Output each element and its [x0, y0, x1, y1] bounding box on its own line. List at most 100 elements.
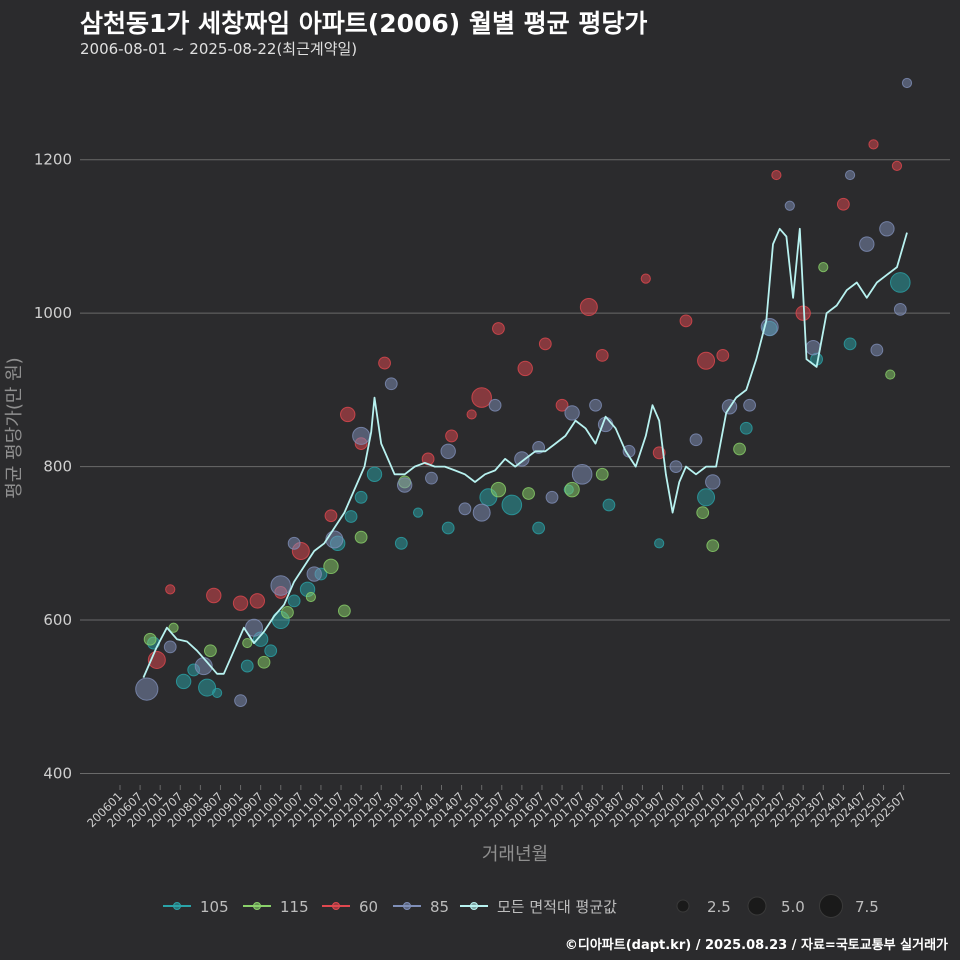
legend-marker: [403, 902, 411, 910]
data-point: [249, 593, 266, 609]
data-point: [466, 409, 477, 420]
size-legend-marker: [819, 894, 843, 918]
data-point: [696, 506, 710, 520]
data-point: [212, 687, 223, 699]
data-point: [859, 236, 875, 252]
data-point: [555, 398, 569, 412]
data-point: [344, 510, 358, 523]
data-point: [893, 302, 907, 316]
data-point: [870, 343, 884, 357]
data-point: [564, 405, 580, 421]
y-tick-label: 600: [43, 611, 72, 629]
legend-label: 85: [430, 898, 449, 916]
data-point: [472, 503, 491, 522]
data-point: [305, 591, 316, 603]
data-point: [306, 566, 322, 582]
data-point: [324, 509, 338, 523]
data-point: [843, 337, 857, 351]
data-point: [354, 490, 368, 504]
legend-marker: [332, 902, 340, 910]
data-point: [340, 406, 356, 423]
data-point: [354, 530, 368, 544]
data-point: [697, 488, 716, 507]
data-point: [234, 694, 247, 708]
legend-marker: [253, 902, 261, 910]
data-point: [264, 644, 278, 658]
data-point: [352, 426, 371, 445]
data-point: [705, 474, 721, 490]
chart-subtitle: 2006-08-01 ~ 2025-08-22(최근계약일): [80, 40, 358, 58]
legend-marker: [470, 902, 478, 910]
data-point: [143, 632, 157, 646]
data-point: [844, 169, 856, 181]
legend-label: 모든 면적대 평균값: [497, 898, 617, 916]
size-legend-marker: [747, 896, 767, 916]
legend-label: 105: [200, 898, 229, 916]
data-point: [805, 339, 821, 356]
data-point: [165, 584, 176, 595]
data-point: [522, 487, 535, 500]
data-point: [242, 637, 253, 649]
data-point: [412, 507, 424, 518]
size-legend-marker: [676, 899, 690, 913]
data-point: [492, 322, 505, 335]
data-point: [818, 262, 829, 273]
data-point: [378, 356, 391, 370]
size-legend-label: 2.5: [707, 898, 731, 916]
data-point: [198, 678, 217, 697]
data-point: [168, 622, 179, 633]
data-point: [490, 481, 507, 498]
data-point: [602, 498, 616, 512]
data-point: [163, 640, 177, 654]
data-point: [571, 463, 593, 485]
legend-label: 60: [359, 898, 378, 916]
data-point: [739, 421, 753, 435]
size-legend-label: 5.0: [781, 898, 805, 916]
data-point: [425, 471, 438, 485]
y-tick-label: 800: [43, 458, 72, 476]
data-point: [396, 477, 413, 493]
data-point: [733, 442, 746, 456]
data-point: [868, 139, 879, 150]
data-point: [595, 467, 609, 481]
data-point: [890, 272, 911, 293]
data-point: [689, 433, 703, 447]
data-point: [366, 466, 383, 482]
data-point: [281, 605, 294, 619]
data-point: [879, 221, 895, 237]
data-point: [445, 429, 458, 443]
x-axis-label: 거래년월: [482, 844, 548, 865]
data-point: [716, 348, 730, 362]
data-point: [579, 298, 598, 317]
data-point: [240, 659, 254, 673]
average-line: [142, 227, 908, 678]
y-tick-label: 1000: [34, 304, 72, 322]
y-tick-label: 400: [43, 764, 72, 782]
data-point: [323, 558, 339, 575]
data-point: [679, 314, 693, 328]
data-point: [440, 443, 456, 459]
data-point: [488, 398, 502, 412]
data-point: [287, 594, 301, 608]
y-tick-label: 1200: [34, 151, 72, 169]
data-point: [394, 536, 408, 550]
data-point: [441, 521, 455, 535]
data-point: [669, 460, 683, 474]
data-point: [337, 604, 351, 618]
data-point: [287, 536, 301, 550]
data-point: [654, 538, 665, 549]
data-point: [697, 351, 716, 370]
data-point: [514, 451, 530, 467]
data-point: [244, 618, 263, 637]
data-point: [901, 77, 913, 89]
data-point: [771, 169, 782, 181]
data-point: [640, 273, 651, 284]
data-point: [538, 337, 552, 351]
data-point: [743, 398, 756, 412]
data-point: [589, 398, 602, 412]
data-point: [564, 481, 580, 498]
data-point: [517, 360, 533, 377]
legend-marker: [173, 902, 181, 910]
y-axis-label: 평균 평당가(만 원): [4, 357, 25, 498]
